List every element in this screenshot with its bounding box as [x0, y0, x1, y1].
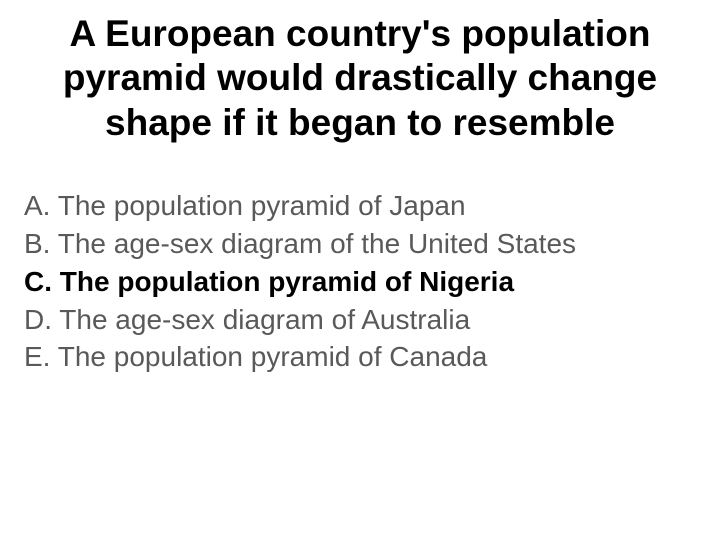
option-e: E. The population pyramid of Canada	[24, 338, 710, 376]
option-d-letter: D.	[24, 304, 52, 335]
option-b-text: The age-sex diagram of the United States	[58, 228, 576, 259]
option-b-letter: B.	[24, 228, 50, 259]
option-c-letter: C.	[24, 266, 52, 297]
option-e-text: The population pyramid of Canada	[58, 341, 488, 372]
option-e-letter: E.	[24, 341, 50, 372]
option-d: D. The age-sex diagram of Australia	[24, 301, 710, 339]
question-text: A European country's population pyramid …	[10, 12, 710, 145]
option-c-text: The population pyramid of Nigeria	[60, 266, 514, 297]
option-b: B. The age-sex diagram of the United Sta…	[24, 225, 710, 263]
options-list: A. The population pyramid of Japan B. Th…	[10, 187, 710, 376]
option-a: A. The population pyramid of Japan	[24, 187, 710, 225]
option-a-text: The population pyramid of Japan	[58, 190, 466, 221]
option-c: C. The population pyramid of Nigeria	[24, 263, 710, 301]
option-a-letter: A.	[24, 190, 50, 221]
option-d-text: The age-sex diagram of Australia	[59, 304, 470, 335]
